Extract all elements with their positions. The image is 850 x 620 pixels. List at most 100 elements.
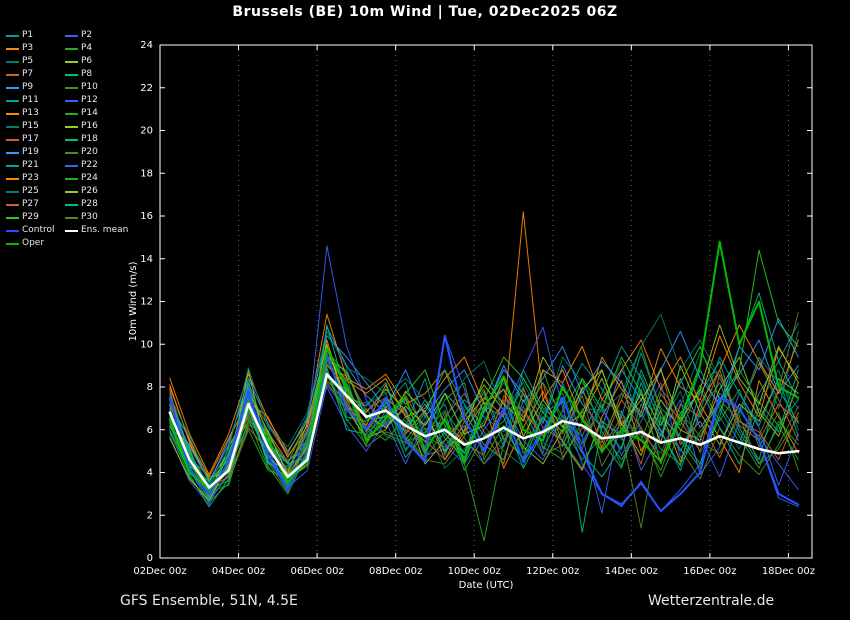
legend-item-label: Control — [22, 225, 55, 235]
series-line-control — [168, 334, 800, 512]
series-line-p20 — [169, 358, 799, 497]
legend-item-label: P16 — [81, 121, 98, 131]
legend-item-label: P26 — [81, 186, 98, 196]
y-tick-label: 10 — [140, 339, 153, 350]
legend-item-p15: P15 — [6, 121, 63, 132]
legend: P1 P2 P3 P4 P5 P6 P7 P8 P9 P10 P11 P12 P13 P14 P15 P16 P… — [6, 30, 128, 249]
legend-item-p7: P7 — [6, 69, 63, 80]
legend-item-label: P22 — [81, 160, 98, 170]
legend-item-label: P28 — [81, 199, 98, 209]
legend-item-label: P9 — [22, 82, 34, 92]
legend-item-ens-mean: Ens. mean — [65, 225, 128, 236]
legend-item-label: P5 — [22, 56, 34, 66]
legend-item-p16: P16 — [65, 121, 122, 132]
legend-item-label: P11 — [22, 95, 39, 105]
legend-item-p5: P5 — [6, 56, 63, 67]
legend-color-dash — [6, 34, 19, 37]
legend-item-p2: P2 — [65, 30, 122, 41]
legend-item-p6: P6 — [65, 56, 122, 67]
legend-item-p8: P8 — [65, 69, 122, 80]
legend-item-label: P15 — [22, 121, 39, 131]
series-line-ens-mean — [168, 372, 800, 489]
legend-item-label: P24 — [81, 173, 98, 183]
y-tick-label: 2 — [147, 510, 153, 521]
legend-item-label: P7 — [22, 69, 34, 79]
x-tick-label: 18Dec 00z — [762, 566, 815, 577]
legend-color-dash — [6, 203, 19, 206]
legend-color-dash — [65, 190, 78, 193]
legend-item-label: P23 — [22, 173, 39, 183]
legend-color-dash — [6, 125, 19, 128]
legend-color-dash — [6, 229, 19, 232]
y-tick-label: 16 — [140, 211, 153, 222]
legend-item-p12: P12 — [65, 95, 122, 106]
legend-color-dash — [6, 138, 19, 141]
x-tick-label: 08Dec 00z — [369, 566, 422, 577]
x-tick-label: 12Dec 00z — [526, 566, 579, 577]
legend-color-dash — [6, 112, 19, 115]
legend-item-p13: P13 — [6, 108, 63, 119]
y-tick-label: 14 — [140, 254, 153, 265]
legend-item-label: P2 — [81, 30, 93, 40]
legend-item-p25: P25 — [6, 186, 63, 197]
legend-item-p28: P28 — [65, 199, 122, 210]
series-line-p25 — [169, 313, 799, 484]
y-tick-label: 18 — [140, 168, 153, 179]
legend-item-label: Oper — [22, 238, 45, 248]
legend-color-dash — [6, 151, 19, 154]
legend-color-dash — [6, 164, 19, 167]
legend-item-p18: P18 — [65, 134, 122, 145]
legend-item-p11: P11 — [6, 95, 63, 106]
legend-item-label: P1 — [22, 30, 34, 40]
legend-color-dash — [65, 34, 78, 37]
chart-title: Brussels (BE) 10m Wind | Tue, 02Dec2025 … — [232, 4, 618, 20]
legend-item-p23: P23 — [6, 173, 63, 184]
x-axis-label: Date (UTC) — [459, 580, 514, 591]
legend-color-dash — [65, 151, 78, 154]
legend-item-label: P12 — [81, 95, 98, 105]
x-tick-label: 02Dec 00z — [133, 566, 186, 577]
legend-color-dash — [65, 99, 78, 102]
x-tick-label: 10Dec 00z — [448, 566, 501, 577]
legend-item-label: P3 — [22, 43, 34, 53]
legend-item-label: P18 — [81, 134, 98, 144]
legend-color-dash — [6, 99, 19, 102]
legend-item-control: Control — [6, 225, 63, 236]
y-axis-label: 10m Wind (m/s) — [128, 261, 139, 341]
legend-color-dash — [65, 60, 78, 63]
legend-item-oper: Oper — [6, 238, 63, 249]
legend-item-label: P14 — [81, 108, 98, 118]
legend-item-label: P6 — [81, 56, 93, 66]
series-line-p19 — [169, 318, 799, 482]
x-tick-label: 06Dec 00z — [290, 566, 343, 577]
x-tick-label: 16Dec 00z — [683, 566, 736, 577]
legend-color-dash — [6, 47, 19, 50]
legend-color-dash — [65, 73, 78, 76]
legend-color-dash — [65, 164, 78, 167]
legend-color-dash — [65, 229, 78, 232]
legend-color-dash — [65, 203, 78, 206]
legend-item-label: Ens. mean — [81, 225, 129, 235]
legend-item-p9: P9 — [6, 82, 63, 93]
legend-item-p21: P21 — [6, 160, 63, 171]
series-line-p18 — [169, 367, 799, 533]
y-tick-label: 24 — [140, 40, 153, 51]
legend-item-p10: P10 — [65, 82, 122, 93]
legend-color-dash — [6, 86, 19, 89]
y-tick-label: 22 — [140, 83, 153, 94]
legend-item-label: P21 — [22, 160, 39, 170]
legend-color-dash — [6, 60, 19, 63]
legend-color-dash — [6, 216, 19, 219]
legend-item-p14: P14 — [65, 108, 122, 119]
legend-item-label: P20 — [81, 147, 98, 157]
x-tick-label: 14Dec 00z — [605, 566, 658, 577]
y-tick-label: 20 — [140, 126, 153, 137]
x-tick-label: 04Dec 00z — [212, 566, 265, 577]
legend-item-p3: P3 — [6, 43, 63, 54]
footer-site-label: Wetterzentrale.de — [648, 593, 775, 609]
legend-color-dash — [65, 216, 78, 219]
y-tick-label: 12 — [140, 297, 153, 308]
legend-item-p17: P17 — [6, 134, 63, 145]
legend-item-p20: P20 — [65, 147, 122, 158]
